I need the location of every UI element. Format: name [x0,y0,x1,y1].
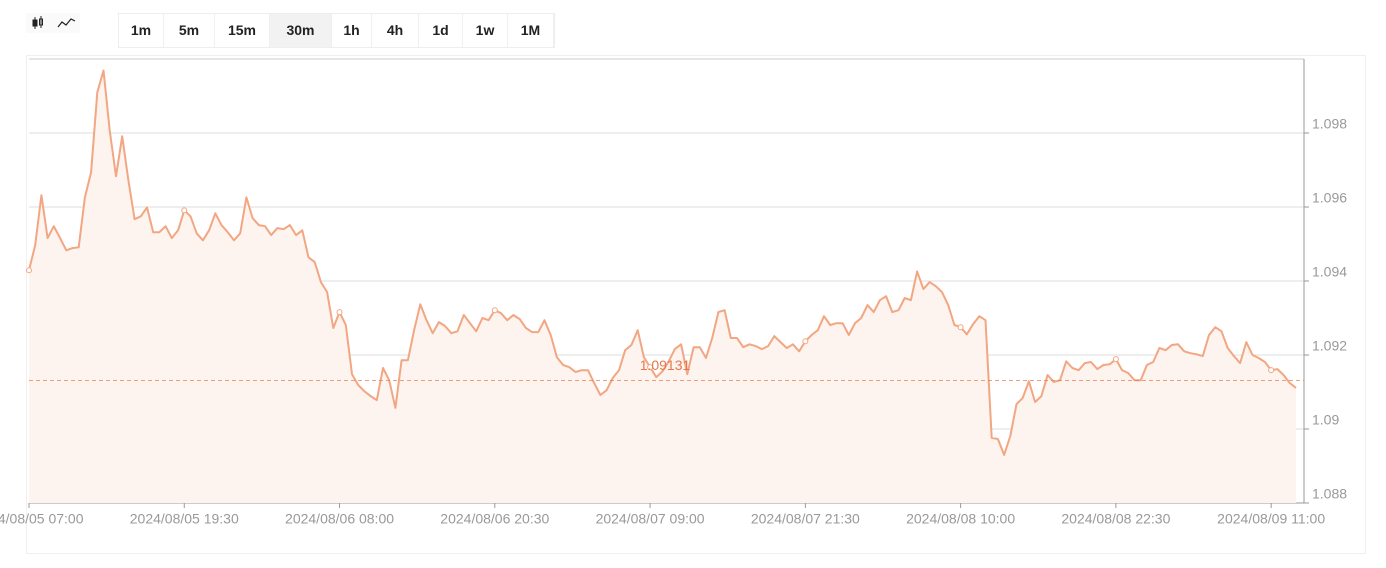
interval-button[interactable]: 1h [332,14,372,47]
y-tick-label: 1.096 [1312,190,1347,206]
interval-button[interactable]: 1M [508,14,554,47]
price-line [28,69,1297,456]
point-marker [647,364,654,371]
interval-button[interactable]: 1m [119,14,164,47]
x-tick-label: 2024/08/08 10:00 [906,511,1015,527]
style-icons [32,16,76,29]
point-marker [957,324,964,331]
interval-button[interactable]: 4h [372,14,419,47]
point-marker [1268,367,1275,374]
interval-button[interactable]: 1d [419,14,463,47]
point-marker [336,309,343,316]
interval-button[interactable]: 15m [215,14,270,47]
point-marker [26,267,32,274]
x-tick-label: 2024/08/05 19:30 [130,511,239,527]
interval-button[interactable]: 1w [463,14,508,47]
x-tick-label: 2024/08/09 11:00 [1217,511,1325,527]
x-tick-label: 2024/08/06 20:30 [440,511,549,527]
chart-style-switch[interactable] [26,13,80,33]
point-marker [1112,356,1119,363]
interval-button[interactable]: 5m [164,14,215,47]
x-tick-label: 2024/08/06 08:00 [285,511,394,527]
point-marker [491,307,498,314]
y-tick-label: 1.094 [1312,264,1347,280]
y-tick-label: 1.098 [1312,116,1347,132]
line-icon[interactable] [57,18,76,28]
y-tick-label: 1.09 [1312,412,1339,428]
point-marker [802,338,809,345]
point-marker [181,207,188,214]
y-tick-label: 1.092 [1312,338,1347,354]
interval-toolbar: 1m 5m 15m 30m 1h 4h 1d 1w 1M [118,13,555,48]
x-tick-label: 2024/08/08 22:30 [1061,511,1170,527]
chart-frame [26,55,1366,554]
interval-button[interactable]: 30m [270,14,332,47]
reference-label: 1.09131 [640,357,691,373]
candle-icon[interactable] [32,16,43,29]
x-tick-label: 2024/08/07 09:00 [596,511,705,527]
area [29,70,1296,503]
x-tick-label: 2024/08/07 21:30 [751,511,860,527]
x-tick-label: 2024/08/05 07:00 [0,511,84,527]
y-tick-label: 1.088 [1312,486,1347,502]
